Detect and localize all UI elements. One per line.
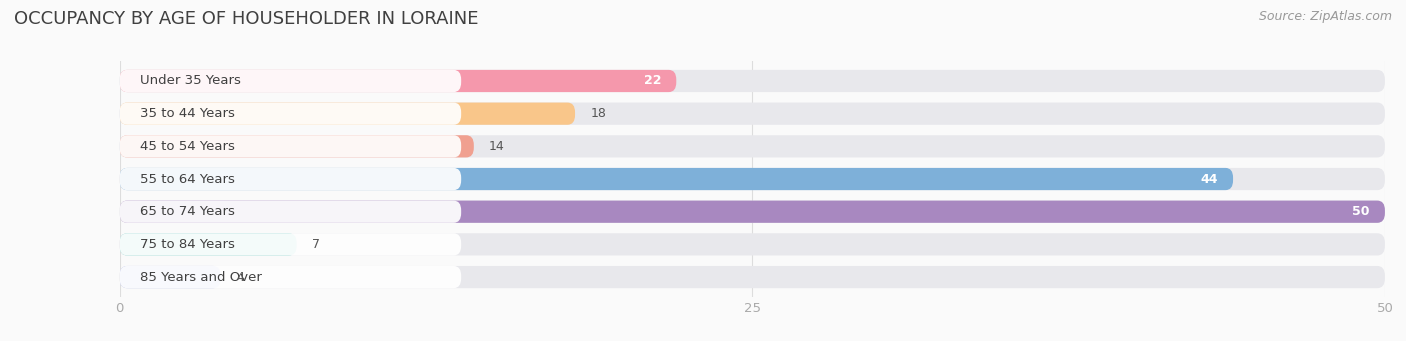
FancyBboxPatch shape xyxy=(120,233,1385,255)
FancyBboxPatch shape xyxy=(120,103,461,125)
Text: 50: 50 xyxy=(1353,205,1369,218)
FancyBboxPatch shape xyxy=(120,135,474,158)
Text: Under 35 Years: Under 35 Years xyxy=(139,74,240,88)
Text: 85 Years and Over: 85 Years and Over xyxy=(139,270,262,284)
FancyBboxPatch shape xyxy=(120,201,461,223)
FancyBboxPatch shape xyxy=(120,233,297,255)
Text: 35 to 44 Years: 35 to 44 Years xyxy=(139,107,235,120)
FancyBboxPatch shape xyxy=(120,266,221,288)
Text: 44: 44 xyxy=(1201,173,1218,186)
Text: 55 to 64 Years: 55 to 64 Years xyxy=(139,173,235,186)
Text: OCCUPANCY BY AGE OF HOUSEHOLDER IN LORAINE: OCCUPANCY BY AGE OF HOUSEHOLDER IN LORAI… xyxy=(14,10,478,28)
Text: 75 to 84 Years: 75 to 84 Years xyxy=(139,238,235,251)
Text: 65 to 74 Years: 65 to 74 Years xyxy=(139,205,235,218)
Text: 14: 14 xyxy=(489,140,505,153)
FancyBboxPatch shape xyxy=(120,266,461,288)
FancyBboxPatch shape xyxy=(120,266,1385,288)
Text: 45 to 54 Years: 45 to 54 Years xyxy=(139,140,235,153)
Text: Source: ZipAtlas.com: Source: ZipAtlas.com xyxy=(1258,10,1392,23)
FancyBboxPatch shape xyxy=(120,70,461,92)
FancyBboxPatch shape xyxy=(120,135,1385,158)
FancyBboxPatch shape xyxy=(120,168,1233,190)
FancyBboxPatch shape xyxy=(120,201,1385,223)
FancyBboxPatch shape xyxy=(120,70,1385,92)
Text: 22: 22 xyxy=(644,74,661,88)
Text: 7: 7 xyxy=(312,238,319,251)
FancyBboxPatch shape xyxy=(120,168,461,190)
Text: 18: 18 xyxy=(591,107,606,120)
FancyBboxPatch shape xyxy=(120,103,575,125)
FancyBboxPatch shape xyxy=(120,103,1385,125)
Text: 4: 4 xyxy=(236,270,243,284)
FancyBboxPatch shape xyxy=(120,168,1385,190)
FancyBboxPatch shape xyxy=(120,201,1385,223)
FancyBboxPatch shape xyxy=(120,70,676,92)
FancyBboxPatch shape xyxy=(120,135,461,158)
FancyBboxPatch shape xyxy=(120,233,461,255)
